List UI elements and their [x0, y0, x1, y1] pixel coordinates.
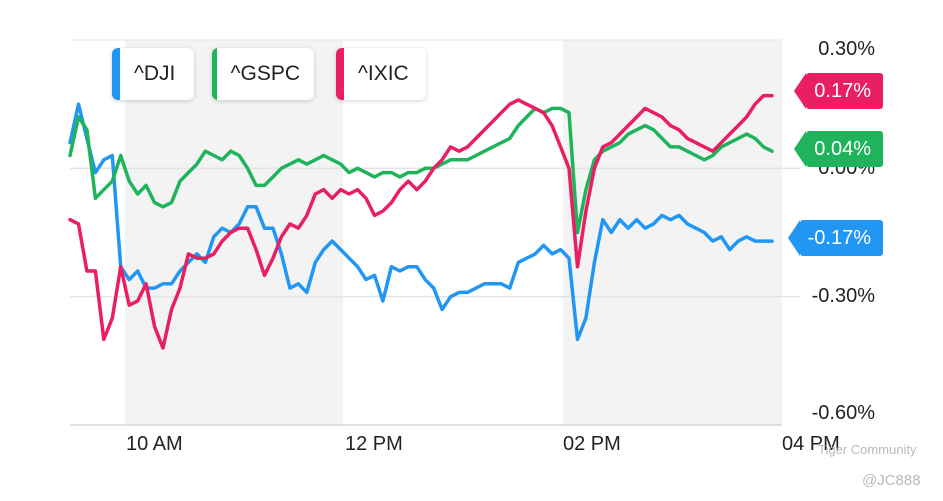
- x-tick-label: 04 PM: [782, 433, 840, 455]
- y-tick-label: -0.30%: [809, 285, 877, 308]
- last-value-badge-gspc: 0.04%: [794, 131, 883, 167]
- legend-item-ixic[interactable]: ^IXIC: [336, 48, 426, 100]
- watermark-community: Tiger Community: [818, 442, 917, 457]
- legend-item-gspc[interactable]: ^GSPC: [212, 48, 314, 100]
- last-value-badge-dji: -0.17%: [787, 220, 883, 256]
- hour-band: [563, 40, 782, 425]
- legend-swatch-gspc: [212, 48, 217, 100]
- last-value-badge-ixic: 0.17%: [794, 73, 883, 109]
- y-tick-label: -0.60%: [809, 402, 877, 425]
- legend-item-dji[interactable]: ^DJI: [112, 48, 194, 100]
- x-tick-label: 02 PM: [563, 433, 621, 455]
- series-line-gspc: [68, 106, 774, 235]
- legend-swatch-dji: [112, 48, 120, 100]
- watermark-user: @JC888: [862, 472, 921, 489]
- legend-label-dji: ^DJI: [134, 62, 176, 85]
- legend-label-gspc: ^GSPC: [230, 62, 300, 85]
- x-tick-label: 12 PM: [345, 433, 403, 455]
- y-tick-label: 0.30%: [816, 38, 877, 61]
- series-line-ixic: [68, 93, 774, 350]
- x-tick-label: 10 AM: [126, 433, 183, 455]
- legend-label-ixic: ^IXIC: [358, 62, 409, 85]
- legend-swatch-ixic: [336, 48, 344, 100]
